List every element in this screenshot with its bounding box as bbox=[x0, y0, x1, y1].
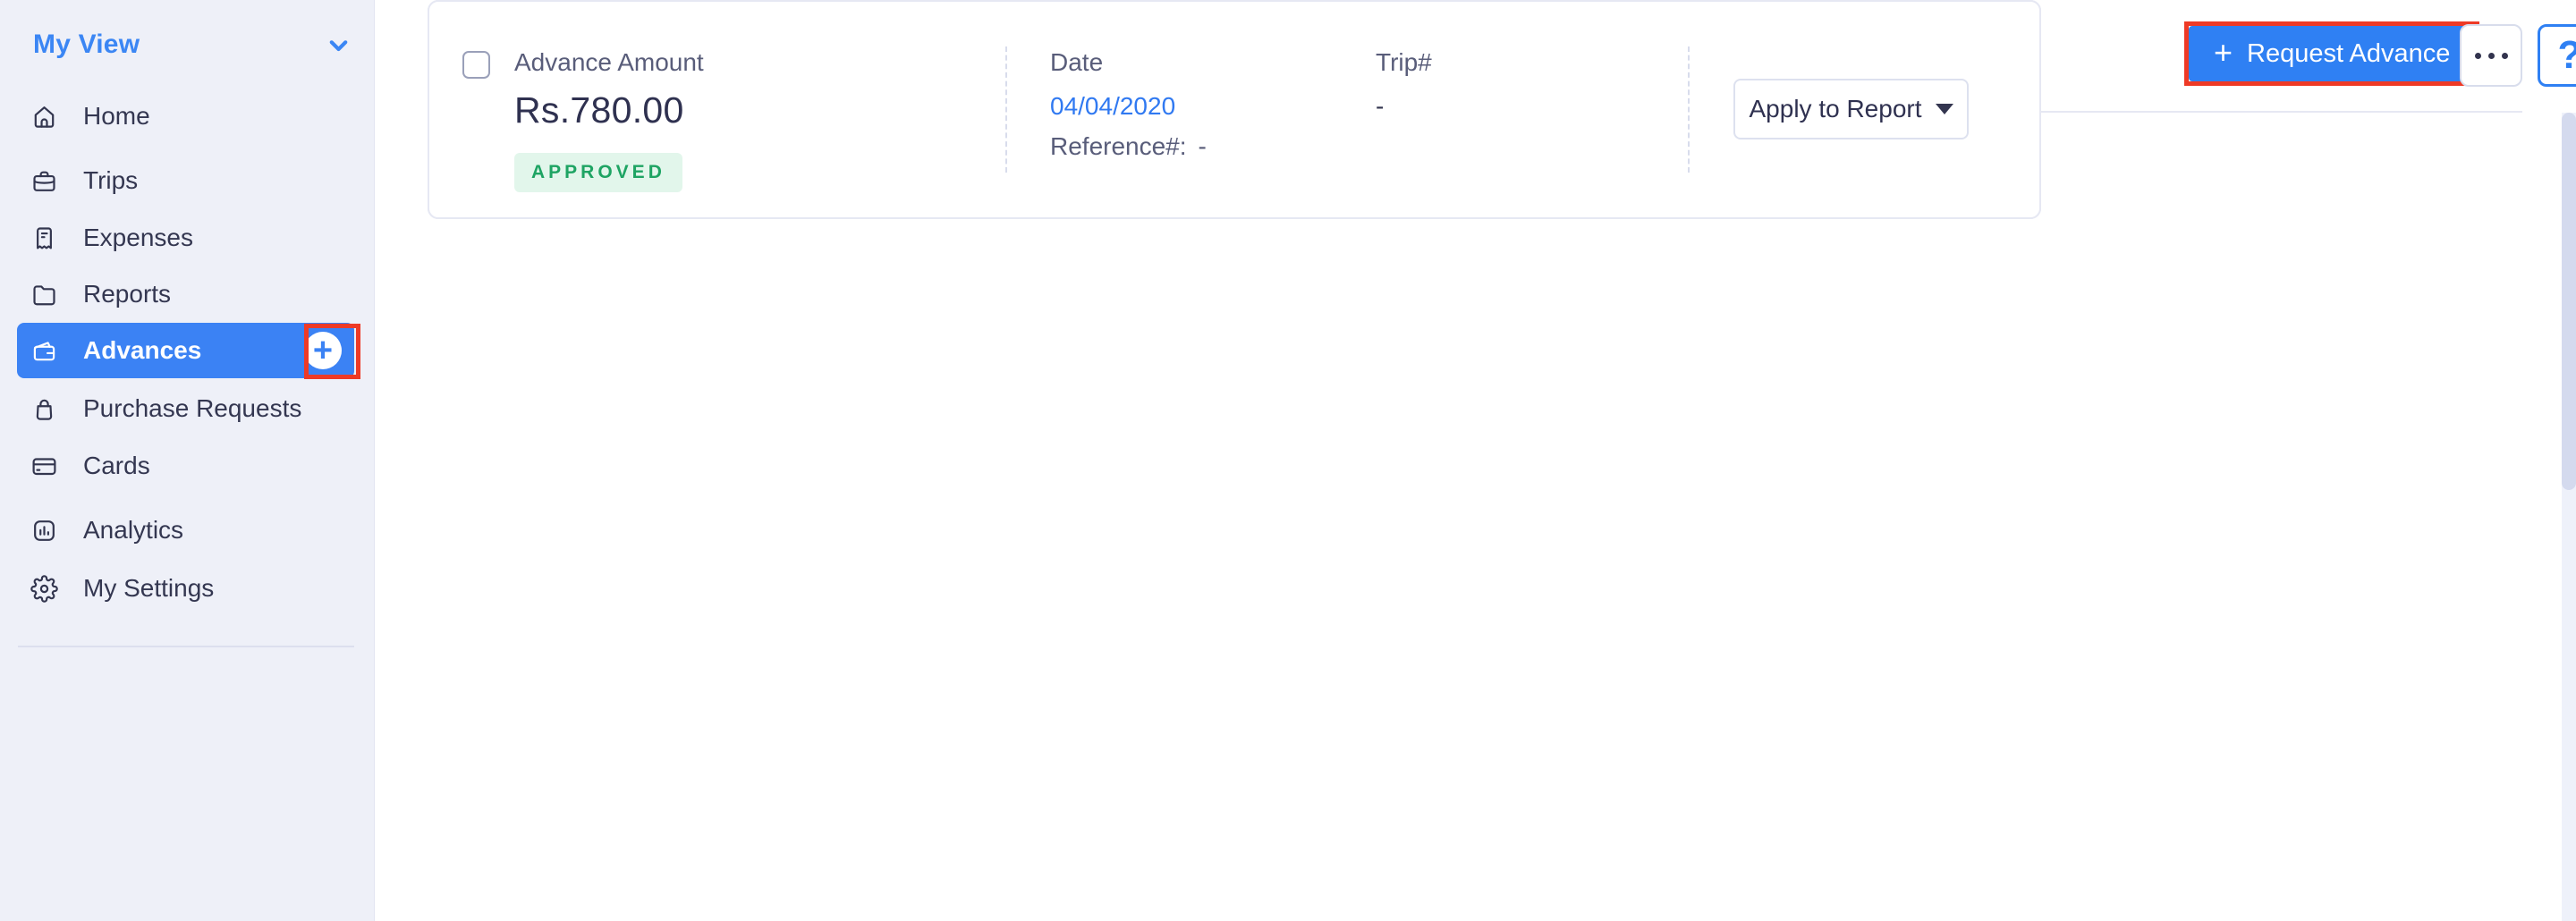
sidebar-item-label: Reports bbox=[83, 280, 172, 308]
advance-card: Advance Amount Rs.780.00 APPROVED Date 0… bbox=[428, 0, 2041, 219]
sidebar-item-label: Home bbox=[83, 102, 150, 130]
reference-value: - bbox=[1198, 132, 1207, 160]
advance-date-link[interactable]: 04/04/2020 bbox=[1050, 92, 1176, 120]
view-switcher[interactable]: My View bbox=[33, 27, 352, 63]
folder-icon bbox=[30, 281, 58, 308]
status-badge: APPROVED bbox=[514, 153, 682, 192]
shopping-bag-icon bbox=[30, 395, 58, 423]
card-divider bbox=[1688, 46, 1690, 173]
question-mark-icon: ? bbox=[2558, 33, 2576, 78]
amount-column: Advance Amount Rs.780.00 APPROVED bbox=[514, 48, 704, 192]
date-column: Date 04/04/2020 Reference#: - bbox=[1050, 48, 1207, 161]
briefcase-icon bbox=[30, 167, 58, 195]
sidebar-item-advances[interactable]: Advances + bbox=[17, 323, 354, 378]
gear-icon bbox=[30, 574, 58, 603]
home-icon bbox=[30, 103, 58, 131]
caret-down-icon bbox=[1935, 104, 1953, 114]
sidebar-item-analytics[interactable]: Analytics bbox=[0, 502, 374, 559]
amount-label: Advance Amount bbox=[514, 48, 704, 76]
help-button[interactable]: ? bbox=[2538, 24, 2576, 87]
card-divider bbox=[1005, 46, 1007, 173]
sidebar-item-my-settings[interactable]: My Settings bbox=[0, 560, 374, 617]
sidebar-divider bbox=[18, 646, 354, 647]
sidebar-item-home[interactable]: Home bbox=[0, 88, 374, 145]
request-advance-label: Request Advance bbox=[2247, 38, 2451, 68]
bar-chart-icon bbox=[30, 517, 58, 545]
ellipsis-icon bbox=[2487, 52, 2495, 59]
sidebar-item-label: Trips bbox=[83, 166, 139, 194]
sidebar-item-trips[interactable]: Trips bbox=[0, 152, 374, 209]
sidebar-item-reports[interactable]: Reports bbox=[0, 266, 374, 323]
wallet-icon bbox=[30, 337, 58, 365]
sidebar-item-label: Cards bbox=[83, 452, 150, 479]
apply-to-report-label: Apply to Report bbox=[1749, 95, 1922, 123]
trip-value: - bbox=[1376, 92, 1385, 120]
annotation-box-request-advance: + Request Advance bbox=[2184, 21, 2480, 86]
sidebar-title: My View bbox=[33, 30, 140, 59]
chevron-down-icon bbox=[325, 31, 352, 59]
sidebar-item-label: Purchase Requests bbox=[83, 394, 302, 422]
sidebar-item-label: Analytics bbox=[83, 516, 184, 544]
advance-checkbox[interactable] bbox=[462, 51, 490, 79]
sidebar-item-label: My Settings bbox=[83, 574, 215, 602]
add-advance-button[interactable]: + bbox=[304, 332, 342, 369]
advance-amount: Rs.780.00 bbox=[514, 89, 684, 131]
sidebar-item-cards[interactable]: Cards bbox=[0, 437, 374, 494]
plus-icon: + bbox=[2214, 33, 2233, 71]
apply-to-report-button[interactable]: Apply to Report bbox=[1733, 79, 1969, 139]
sidebar-item-label: Advances bbox=[83, 336, 202, 364]
date-label: Date bbox=[1050, 48, 1104, 76]
sidebar-item-label: Expenses bbox=[83, 224, 193, 251]
more-options-button[interactable] bbox=[2460, 24, 2522, 87]
credit-card-icon bbox=[30, 452, 58, 480]
trip-label: Trip# bbox=[1376, 48, 1432, 76]
sidebar-item-purchase-requests[interactable]: Purchase Requests bbox=[0, 380, 374, 437]
receipt-icon bbox=[30, 224, 58, 252]
sidebar: My View Home Trips Expenses bbox=[0, 0, 375, 921]
request-advance-button[interactable]: + Request Advance bbox=[2189, 26, 2476, 81]
trip-column: Trip# - bbox=[1376, 48, 1432, 121]
reference-label: Reference#: bbox=[1050, 132, 1187, 160]
ellipsis-icon bbox=[2501, 52, 2508, 59]
scrollbar-thumb[interactable] bbox=[2562, 113, 2576, 490]
sidebar-item-expenses[interactable]: Expenses bbox=[0, 209, 374, 266]
ellipsis-icon bbox=[2474, 52, 2481, 59]
